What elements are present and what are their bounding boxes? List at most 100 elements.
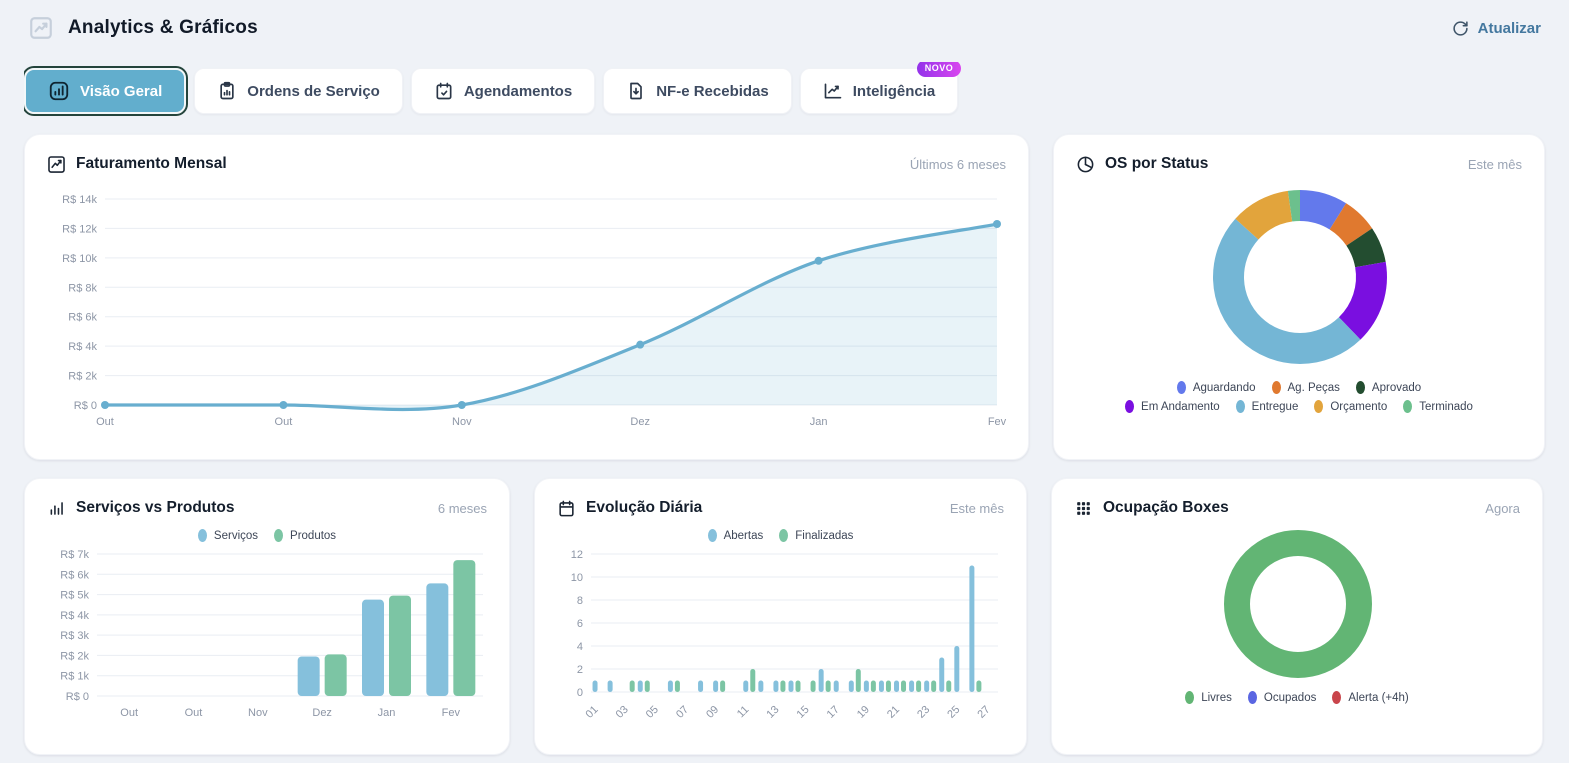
tab-label: Visão Geral (80, 82, 163, 100)
svg-text:13: 13 (764, 704, 781, 721)
svg-text:R$ 12k: R$ 12k (62, 223, 97, 235)
svg-text:R$ 4k: R$ 4k (68, 341, 97, 353)
svg-text:2: 2 (577, 664, 583, 676)
tab-inteligencia[interactable]: NOVO Inteligência (799, 62, 962, 114)
legend-marker (1271, 381, 1281, 394)
legend-marker (779, 529, 789, 542)
svg-text:R$ 0: R$ 0 (74, 400, 97, 412)
svg-text:8: 8 (577, 595, 583, 607)
legend-item[interactable]: Livres (1185, 691, 1232, 704)
evolucao-legend: Abertas Finalizadas (557, 529, 1004, 542)
card-header: Ocupação Boxes Agora (1074, 495, 1520, 521)
legend-item[interactable]: Terminado (1403, 400, 1473, 413)
svg-text:R$ 1k: R$ 1k (60, 671, 89, 683)
svg-text:09: 09 (704, 704, 721, 721)
card-servicos-vs-produtos: Serviços vs Produtos 6 meses Serviços Pro… (24, 478, 510, 755)
svg-text:11: 11 (735, 704, 752, 721)
charts-row-2: Serviços vs Produtos 6 meses Serviços Pro… (24, 478, 1545, 755)
svg-text:19: 19 (855, 704, 872, 721)
svg-text:21: 21 (885, 704, 902, 721)
os-status-legend: Aguardando Ag. Peças Aprovado Em Andamento E… (1124, 381, 1474, 413)
tab-label: Inteligência (852, 82, 936, 100)
pie-chart-icon (1076, 155, 1095, 174)
card-header: OS por Status Este mês (1076, 151, 1522, 177)
legend-item[interactable]: Finalizadas (779, 529, 853, 542)
bar-chart-panel-icon (48, 80, 70, 102)
legend-item[interactable]: Aguardando (1176, 381, 1256, 394)
card-period: Últimos 6 meses (909, 156, 1006, 172)
legend-label: Aguardando (1192, 381, 1256, 394)
legend-item[interactable]: Aprovado (1355, 381, 1422, 394)
svg-text:R$ 6k: R$ 6k (68, 312, 97, 324)
legend-item[interactable]: Ag. Peças (1271, 381, 1340, 394)
svg-text:R$ 2k: R$ 2k (68, 371, 97, 383)
legend-label: Entregue (1251, 400, 1299, 413)
card-header: Serviços vs Produtos 6 meses (47, 495, 487, 521)
legend-label: Em Andamento (1141, 400, 1220, 413)
svg-text:10: 10 (571, 572, 583, 584)
legend-label: Terminado (1419, 400, 1473, 413)
card-evolucao-diaria: Evolução Diária Este mês Abertas Finaliza… (534, 478, 1027, 755)
svg-text:Out: Out (96, 416, 114, 428)
legend-item[interactable]: Produtos (274, 529, 336, 542)
card-os-por-status: OS por Status Este mês Aguardando Ag. Peç… (1053, 134, 1545, 460)
tab-ordens-de-servico[interactable]: Ordens de Serviço (194, 68, 403, 114)
svg-text:23: 23 (915, 704, 932, 721)
tab-agendamentos[interactable]: Agendamentos (410, 68, 596, 114)
refresh-button[interactable]: Atualizar (1452, 20, 1541, 37)
trend-line-icon (823, 81, 843, 101)
card-title: Ocupação Boxes (1103, 499, 1229, 516)
legend-marker (1235, 400, 1245, 413)
legend-label: Alerta (+4h) (1348, 691, 1409, 704)
chart-area (1076, 179, 1522, 375)
refresh-icon (1452, 20, 1469, 37)
os-status-donut-chart (1213, 190, 1387, 365)
page-title: Analytics & Gráficos (68, 17, 258, 38)
legend-item[interactable]: Ocupados (1247, 691, 1317, 704)
legend-label: Finalizadas (795, 529, 854, 542)
legend-label: Aprovado (1371, 381, 1422, 394)
svg-text:Out: Out (120, 707, 138, 719)
calendar-check-icon (434, 81, 454, 101)
svg-text:05: 05 (644, 704, 661, 721)
legend-item[interactable]: Abertas (707, 529, 763, 542)
legend-item[interactable]: Alerta (+4h) (1332, 691, 1409, 704)
legend-label: Ocupados (1263, 691, 1317, 704)
svg-text:12: 12 (571, 549, 583, 561)
legend-marker (1355, 381, 1365, 394)
svg-text:R$ 3k: R$ 3k (60, 630, 89, 642)
svg-text:6: 6 (577, 618, 583, 630)
card-title: Serviços vs Produtos (76, 499, 235, 516)
tab-bar: Visão Geral Ordens de Serviço Agendament… (24, 62, 1545, 120)
legend-label: Serviços (213, 529, 259, 542)
legend-marker (1314, 400, 1324, 413)
legend-item[interactable]: Orçamento (1314, 400, 1387, 413)
legend-marker (1332, 691, 1342, 704)
tab-visao-geral[interactable]: Visão Geral (24, 68, 187, 114)
faturamento-chart: R$ 0 R$ 2k R$ 4k R$ 6k R$ 8k R$ 10k R$ 12k R$ 1… (62, 194, 1007, 428)
chart-area: R$ 0 R$ 2k R$ 4k R$ 6k R$ 8k R$ 10k R$ 12k R$ 1… (47, 187, 1007, 439)
svg-text:R$ 14k: R$ 14k (62, 194, 97, 206)
card-title: Evolução Diária (586, 499, 703, 516)
clipboard-chart-icon (217, 81, 237, 101)
svg-text:27: 27 (975, 704, 992, 721)
svg-text:Out: Out (185, 707, 203, 719)
new-badge: NOVO (916, 62, 962, 77)
ocupacao-legend: Livres Ocupados Alerta (+4h) (1172, 691, 1422, 704)
legend-item[interactable]: Serviços (197, 529, 259, 542)
bar-chart-icon (47, 499, 66, 518)
card-header: Faturamento Mensal Últimos 6 meses (47, 151, 1006, 177)
svg-text:R$ 10k: R$ 10k (62, 253, 97, 265)
trending-chart-icon (28, 15, 54, 41)
tab-nfe-recebidas[interactable]: NF-e Recebidas (603, 68, 792, 114)
svg-text:R$ 0: R$ 0 (66, 691, 89, 703)
svg-text:R$ 8k: R$ 8k (68, 282, 97, 294)
calendar-icon (557, 499, 576, 518)
svg-text:R$ 7k: R$ 7k (60, 549, 89, 561)
legend-item[interactable]: Entregue (1235, 400, 1299, 413)
legend-item[interactable]: Em Andamento (1125, 400, 1220, 413)
legend-marker (1185, 691, 1195, 704)
svg-text:03: 03 (614, 704, 631, 721)
svg-text:Nov: Nov (248, 707, 268, 719)
